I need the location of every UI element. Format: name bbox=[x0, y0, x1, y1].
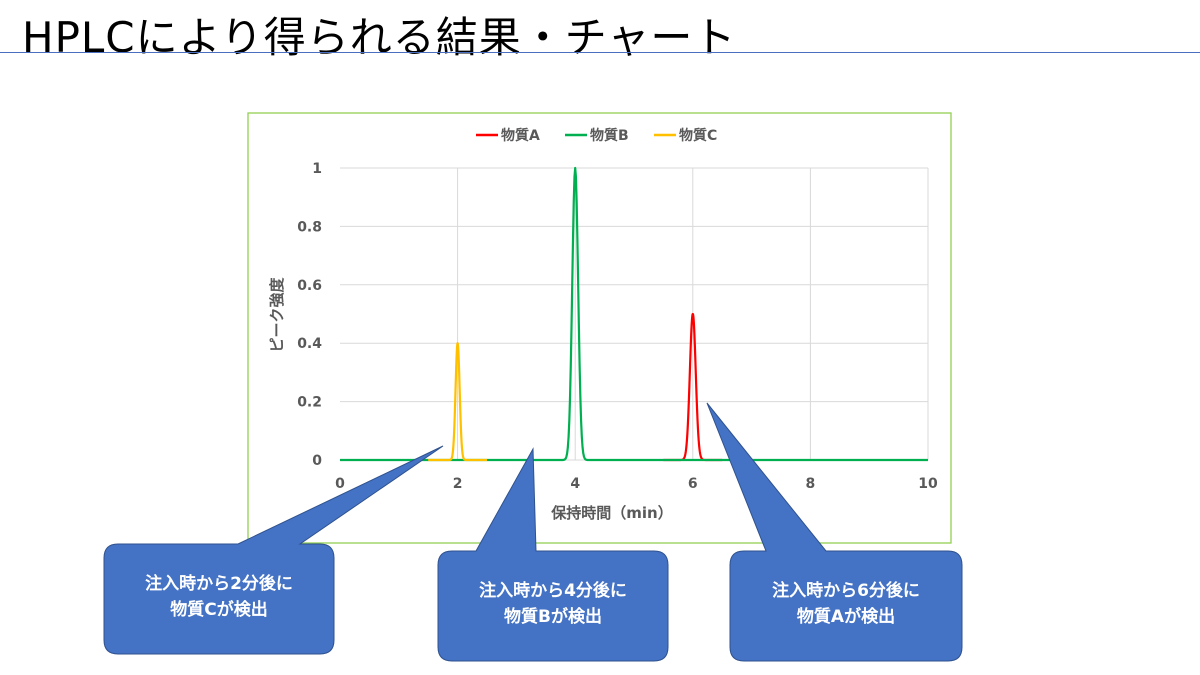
series-line bbox=[427, 342, 489, 462]
callout-line: 物質Bが検出 bbox=[504, 607, 602, 627]
x-tick-label: 4 bbox=[570, 476, 580, 492]
y-axis-title: ピーク強度 bbox=[268, 277, 286, 353]
slide-title: HPLCにより得られる結果・チャート bbox=[22, 13, 737, 62]
x-tick-label: 2 bbox=[453, 476, 463, 492]
y-tick-label: 0 bbox=[312, 453, 322, 469]
callout-line: 注入時から4分後に bbox=[479, 581, 627, 601]
callout-bubble bbox=[103, 445, 444, 655]
x-tick-label: 6 bbox=[688, 476, 698, 492]
axis-labels: 00.20.40.60.810 2 4 6 8 10 bbox=[297, 161, 938, 492]
y-tick-label: 0.6 bbox=[297, 278, 322, 294]
callout-line: 物質Cが検出 bbox=[170, 600, 268, 620]
callout-bubble bbox=[437, 447, 669, 662]
callouts bbox=[103, 402, 963, 662]
legend-label: 物質A bbox=[501, 127, 540, 144]
x-tick-label: 10 bbox=[918, 476, 938, 492]
y-tick-label: 0.4 bbox=[297, 336, 322, 352]
callout-line: 物質Aが検出 bbox=[796, 607, 896, 627]
legend: 物質A 物質B 物質C bbox=[476, 127, 717, 144]
callout-line: 注入時から2分後に bbox=[145, 574, 293, 594]
title-divider bbox=[0, 52, 1200, 53]
y-tick-label: 1 bbox=[312, 161, 322, 177]
grid-lines bbox=[340, 167, 929, 461]
series-lines bbox=[339, 166, 929, 462]
y-tick-label: 0.2 bbox=[297, 395, 322, 411]
callout-line: 注入時から6分後に bbox=[772, 581, 920, 601]
callout-bubble bbox=[706, 402, 963, 662]
x-tick-label: 0 bbox=[335, 476, 345, 492]
callout-text: 注入時から6分後に 物質Aが検出 bbox=[730, 551, 962, 657]
x-axis-title: 保持時間（min） bbox=[550, 504, 672, 522]
chart-area-border bbox=[247, 112, 952, 544]
legend-label: 物質B bbox=[590, 127, 629, 144]
callout-text: 注入時から4分後に 物質Bが検出 bbox=[438, 551, 668, 657]
y-tick-label: 0.8 bbox=[297, 219, 322, 235]
legend-label: 物質C bbox=[679, 127, 717, 144]
callout-text: 注入時から2分後に 物質Cが検出 bbox=[104, 544, 334, 650]
x-tick-label: 8 bbox=[806, 476, 816, 492]
